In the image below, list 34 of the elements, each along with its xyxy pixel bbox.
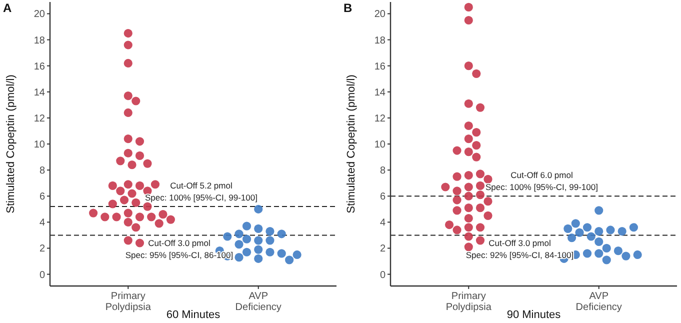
y-tick-label: 2 <box>380 244 386 255</box>
y-tick-label: 12 <box>34 113 46 124</box>
y-tick-label: 8 <box>39 166 46 177</box>
y-tick-label: 4 <box>39 218 46 229</box>
y-tick-label: 18 <box>374 35 386 46</box>
x-axis-title: 90 Minutes <box>506 309 562 321</box>
y-tick-label: 8 <box>380 166 386 177</box>
x-tick-label: AVP Deficiency <box>235 291 282 313</box>
y-tick-label: 16 <box>34 61 46 72</box>
x-tick-label: AVP Deficiency <box>576 291 622 313</box>
chart-title: B <box>344 1 352 15</box>
y-tick-label: 10 <box>34 140 46 150</box>
y-tick-label: 20 <box>374 9 386 20</box>
x-tick-label: Primary Polydipsia <box>446 291 492 313</box>
y-tick-label: 18 <box>34 35 46 46</box>
y-tick-label: 10 <box>374 140 386 150</box>
y-tick-label: 14 <box>374 87 386 98</box>
ref-line-label: Cut-Off 5.2 pmol Spec: 100% [95%-CI, 99-100] <box>145 180 258 203</box>
y-axis-title: Stimulated Copeptin (pmol/l) <box>5 74 17 214</box>
x-axis-title: 60 Minutes <box>166 309 221 321</box>
y-tick-label: 0 <box>380 270 386 281</box>
y-tick-label: 2 <box>39 244 46 255</box>
y-tick-label: 12 <box>374 113 386 124</box>
y-tick-label: 14 <box>34 87 46 98</box>
y-tick-label: 4 <box>380 218 386 229</box>
y-tick-label: 6 <box>380 192 386 203</box>
ref-line-label: Cut-Off 6.0 pmol Spec: 100% [95%-CI, 99-100] <box>486 170 598 192</box>
y-tick-label: 16 <box>374 61 386 72</box>
chart-title: A <box>3 1 12 15</box>
y-tick-label: 20 <box>34 9 46 20</box>
y-axis-title: Stimulated Copeptin (pmol/l) <box>346 74 358 214</box>
y-tick-label: 0 <box>39 270 46 281</box>
y-tick-label: 6 <box>39 192 46 203</box>
x-tick-label: Primary Polydipsia <box>105 291 152 313</box>
